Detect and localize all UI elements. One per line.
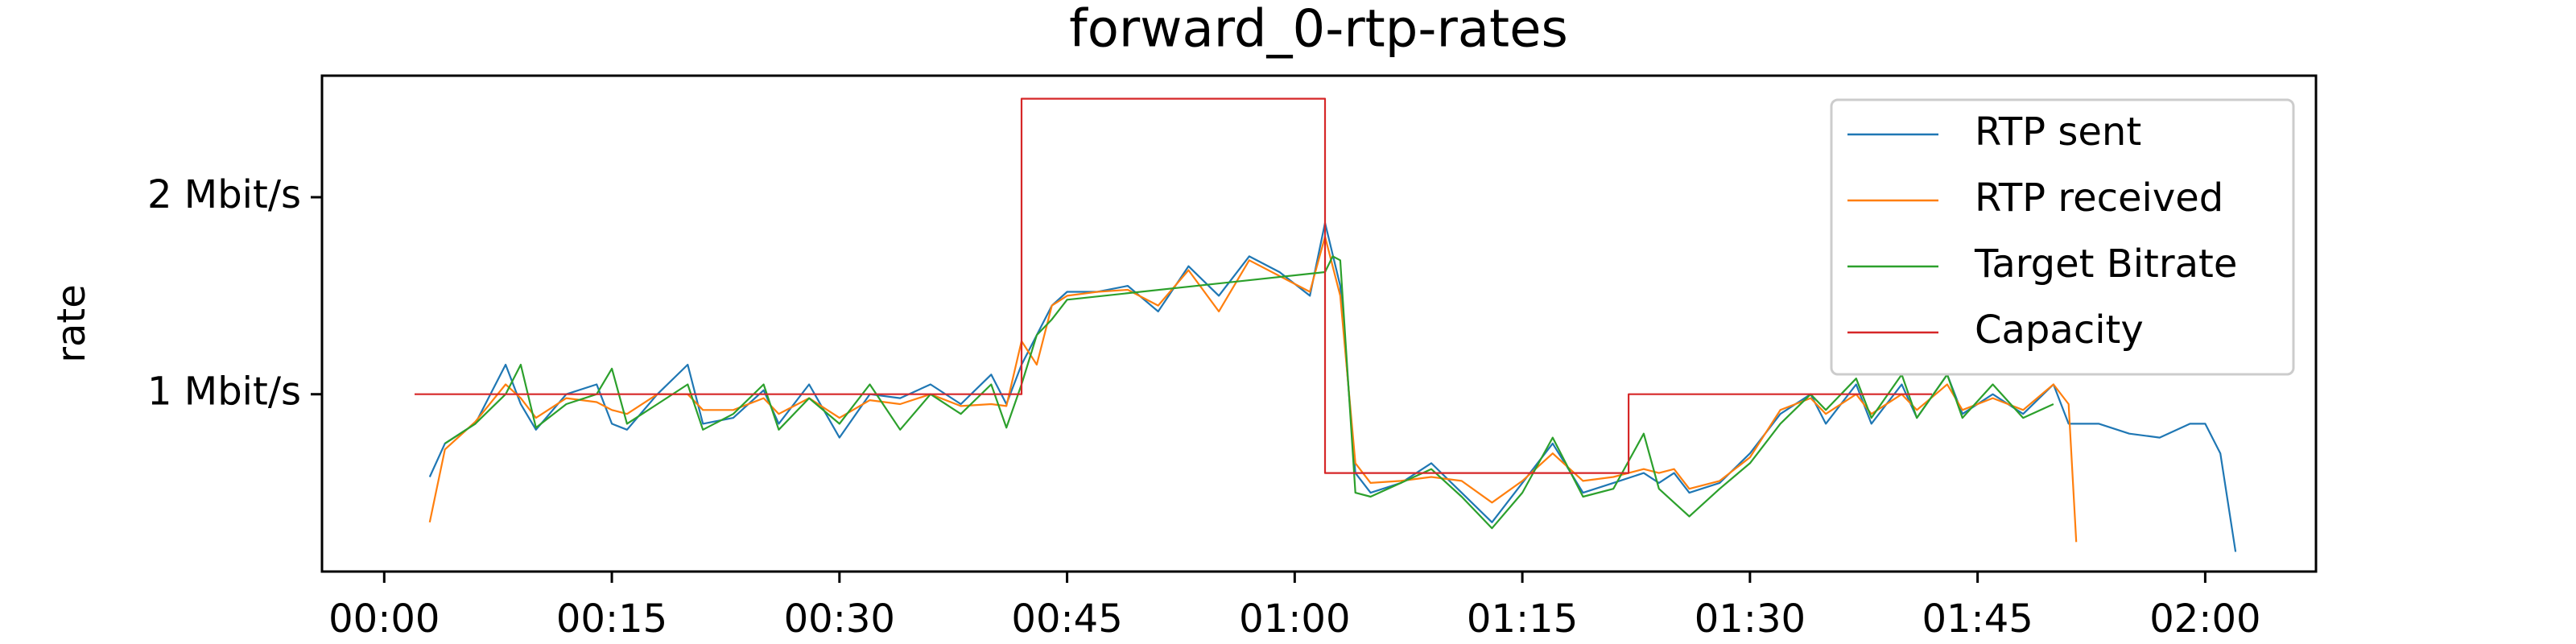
x-tick-label: 01:15	[1467, 597, 1578, 642]
x-tick-label: 00:45	[1011, 597, 1122, 642]
x-tick-label: 01:30	[1695, 597, 1806, 642]
legend-box	[1830, 98, 2295, 376]
legend-label: Target Bitrate	[1974, 242, 2237, 287]
series-line	[428, 235, 2078, 543]
x-tick-label: 02:00	[2149, 597, 2260, 642]
x-tick-label: 00:15	[556, 597, 667, 642]
series-line	[415, 97, 1933, 474]
legend-label: RTP sent	[1975, 109, 2141, 155]
x-tick-label: 01:45	[1922, 597, 2033, 642]
plot-frame	[320, 74, 2318, 573]
y-tick-label: 2 Mbit/s	[147, 172, 301, 217]
x-tick-label: 01:00	[1239, 597, 1350, 642]
chart-title: forward_0-rtp-rates	[1069, 0, 1568, 60]
legend-label: RTP received	[1975, 175, 2223, 221]
y-tick-label: 1 Mbit/s	[147, 369, 301, 415]
legend-label: Capacity	[1975, 308, 2144, 353]
y-axis-label: rate	[49, 284, 94, 363]
x-tick-label: 00:30	[784, 597, 895, 642]
series-line	[444, 255, 2054, 530]
x-tick-label: 00:00	[328, 597, 440, 642]
